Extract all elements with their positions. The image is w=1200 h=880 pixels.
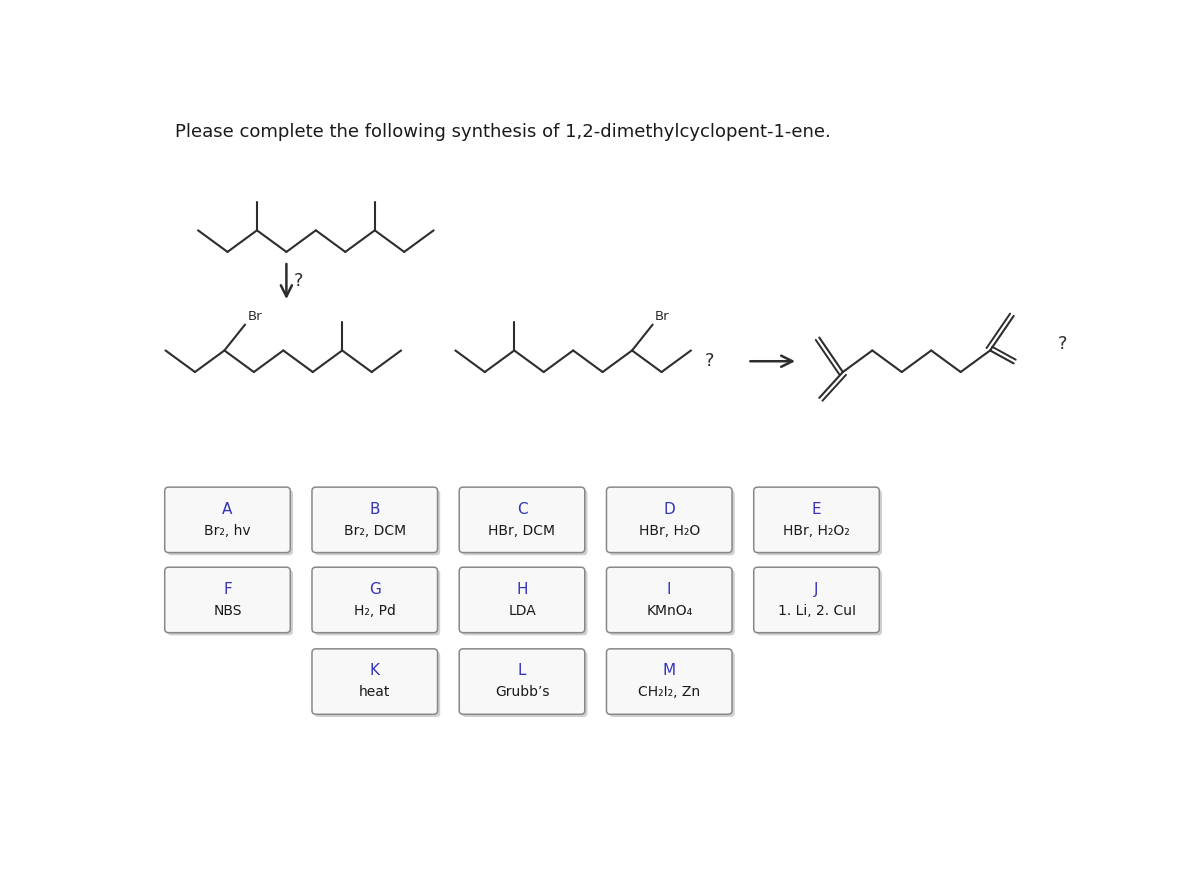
FancyBboxPatch shape (462, 490, 588, 555)
FancyBboxPatch shape (460, 568, 584, 633)
Text: HBr, H₂O₂: HBr, H₂O₂ (784, 524, 850, 538)
Text: 1. Li, 2. CuI: 1. Li, 2. CuI (778, 604, 856, 618)
Text: CH₂I₂, Zn: CH₂I₂, Zn (638, 686, 701, 700)
FancyBboxPatch shape (314, 570, 440, 635)
FancyBboxPatch shape (168, 490, 293, 555)
FancyBboxPatch shape (606, 488, 732, 553)
Text: ?: ? (293, 272, 302, 290)
Text: A: A (222, 502, 233, 517)
FancyBboxPatch shape (754, 488, 880, 553)
Text: HBr, H₂O: HBr, H₂O (638, 524, 700, 538)
Text: M: M (662, 664, 676, 678)
FancyBboxPatch shape (610, 570, 734, 635)
Text: KMnO₄: KMnO₄ (646, 604, 692, 618)
FancyBboxPatch shape (756, 490, 882, 555)
Text: ?: ? (1057, 335, 1067, 353)
FancyBboxPatch shape (606, 568, 732, 633)
FancyBboxPatch shape (606, 649, 732, 715)
Text: G: G (368, 582, 380, 597)
FancyBboxPatch shape (756, 570, 882, 635)
Text: Br: Br (247, 310, 262, 323)
FancyBboxPatch shape (460, 649, 584, 715)
FancyBboxPatch shape (312, 649, 438, 715)
FancyBboxPatch shape (314, 651, 440, 717)
Text: E: E (811, 502, 821, 517)
Text: I: I (667, 582, 672, 597)
FancyBboxPatch shape (460, 488, 584, 553)
FancyBboxPatch shape (462, 651, 588, 717)
FancyBboxPatch shape (754, 568, 880, 633)
Text: J: J (815, 582, 818, 597)
Text: F: F (223, 582, 232, 597)
Text: ?: ? (704, 352, 714, 370)
Text: K: K (370, 664, 379, 678)
Text: heat: heat (359, 686, 390, 700)
FancyBboxPatch shape (312, 568, 438, 633)
FancyBboxPatch shape (168, 570, 293, 635)
FancyBboxPatch shape (610, 490, 734, 555)
Text: NBS: NBS (214, 604, 241, 618)
Text: Br₂, hv: Br₂, hv (204, 524, 251, 538)
FancyBboxPatch shape (462, 570, 588, 635)
Text: LDA: LDA (508, 604, 536, 618)
Text: C: C (517, 502, 527, 517)
Text: Br₂, DCM: Br₂, DCM (343, 524, 406, 538)
Text: B: B (370, 502, 380, 517)
Text: H: H (516, 582, 528, 597)
Text: H₂, Pd: H₂, Pd (354, 604, 396, 618)
FancyBboxPatch shape (610, 651, 734, 717)
Text: Please complete the following synthesis of 1,2-dimethylcyclopent-1-ene.: Please complete the following synthesis … (175, 122, 830, 141)
Text: Br: Br (655, 310, 670, 323)
FancyBboxPatch shape (164, 488, 290, 553)
Text: HBr, DCM: HBr, DCM (488, 524, 556, 538)
FancyBboxPatch shape (164, 568, 290, 633)
Text: D: D (664, 502, 676, 517)
Text: L: L (517, 664, 527, 678)
Text: Grubb’s: Grubb’s (494, 686, 550, 700)
FancyBboxPatch shape (314, 490, 440, 555)
FancyBboxPatch shape (312, 488, 438, 553)
